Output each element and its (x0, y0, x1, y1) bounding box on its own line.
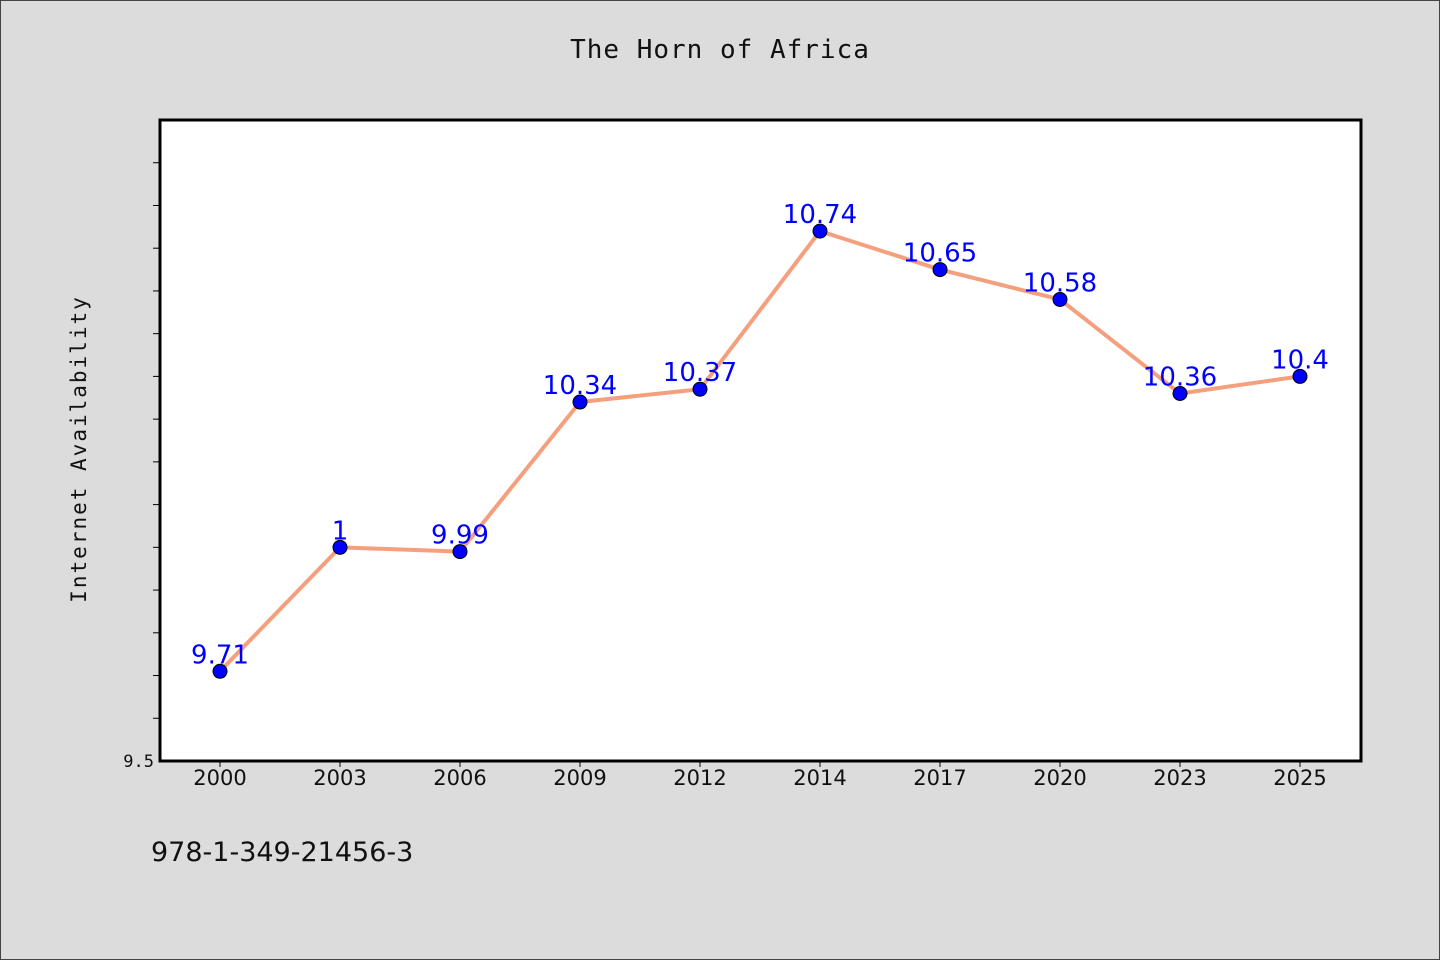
data-point (812, 223, 828, 239)
x-tick-label: 2003 (313, 766, 366, 790)
data-point (932, 262, 948, 278)
plot-frame (158, 118, 1363, 763)
data-point (572, 394, 588, 410)
data-point (1292, 368, 1308, 384)
data-label: 1 (332, 516, 349, 546)
data-point (332, 539, 348, 555)
data-label: 10.65 (903, 239, 977, 269)
x-tick-label: 2020 (1033, 766, 1086, 790)
x-tick-label: 2023 (1153, 766, 1206, 790)
x-tick-label: 2006 (433, 766, 486, 790)
data-label: 10.74 (783, 200, 857, 230)
x-tick-label: 2009 (553, 766, 606, 790)
x-tick-label: 2014 (793, 766, 846, 790)
x-tick-label: 2012 (673, 766, 726, 790)
x-tick-label: 2025 (1273, 766, 1326, 790)
x-tick-label: 2017 (913, 766, 966, 790)
data-label: 10.4 (1271, 345, 1329, 375)
y-tick-label: 9.5 (123, 752, 154, 772)
data-label: 10.34 (543, 371, 617, 401)
data-point (452, 544, 468, 560)
data-point (1172, 385, 1188, 401)
data-label: 10.58 (1023, 268, 1097, 298)
data-point (1052, 291, 1068, 307)
data-point (212, 663, 228, 679)
series-line (218, 229, 1301, 673)
data-label: 9.99 (431, 521, 489, 551)
chart-title: The Horn of Africa (570, 35, 870, 65)
data-point (692, 381, 708, 397)
data-label: 10.36 (1143, 362, 1217, 392)
data-label: 9.71 (191, 640, 249, 670)
x-tick-label: 2000 (193, 766, 246, 790)
data-label: 10.37 (663, 358, 737, 388)
footnote-isbn: 978-1-349-21456-3 (151, 837, 414, 868)
